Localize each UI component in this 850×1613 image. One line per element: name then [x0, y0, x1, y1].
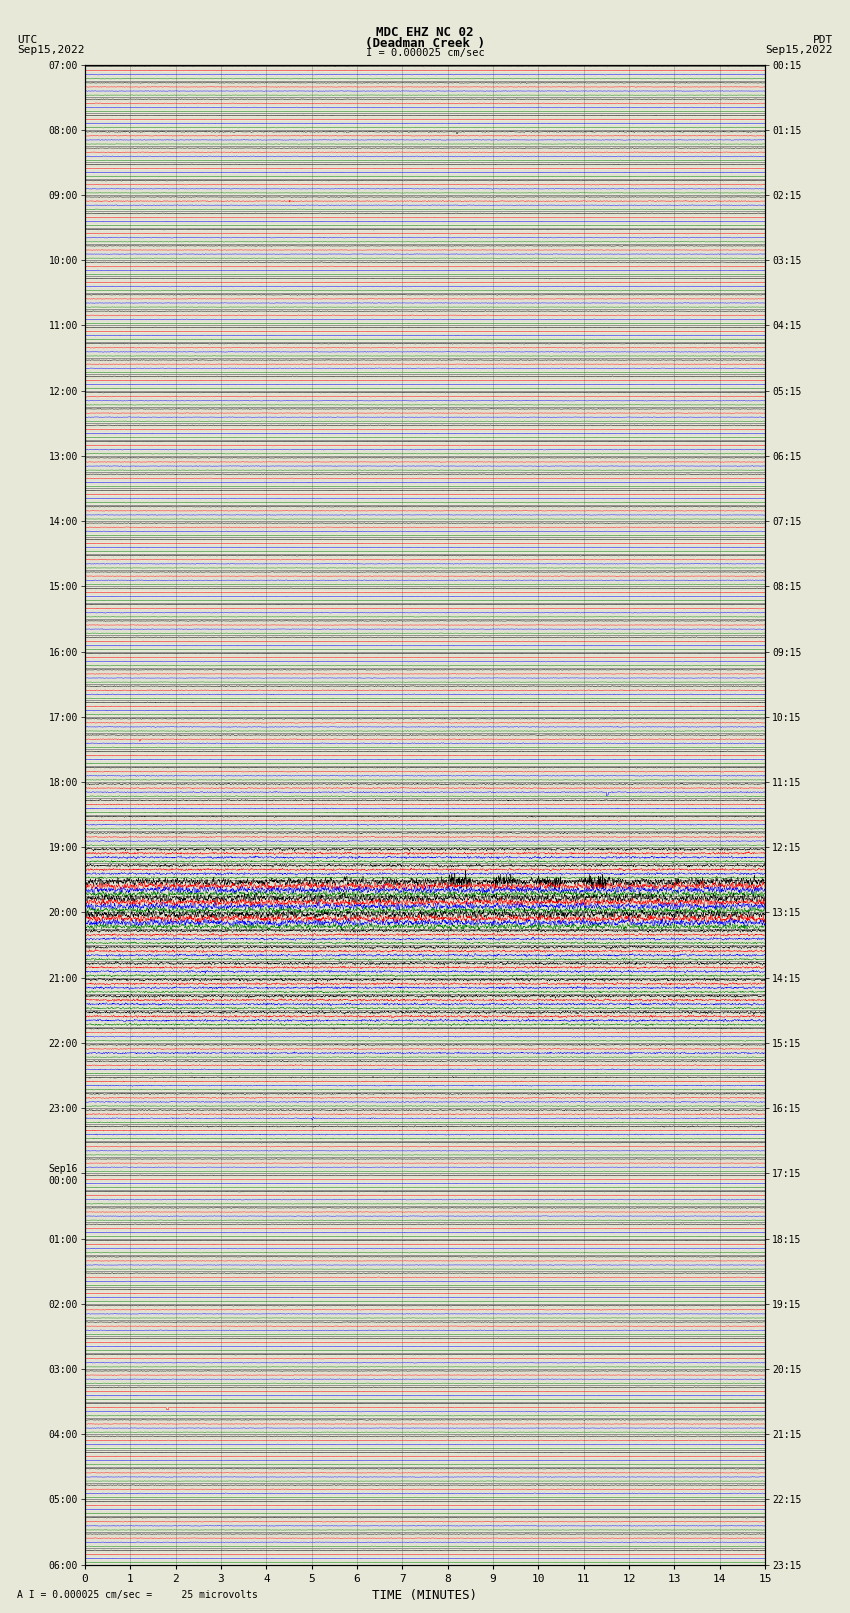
Text: I = 0.000025 cm/sec: I = 0.000025 cm/sec [366, 48, 484, 58]
Text: UTC: UTC [17, 35, 37, 45]
Text: MDC EHZ NC 02: MDC EHZ NC 02 [377, 26, 473, 39]
Text: PDT: PDT [813, 35, 833, 45]
Text: A I = 0.000025 cm/sec =     25 microvolts: A I = 0.000025 cm/sec = 25 microvolts [17, 1590, 258, 1600]
Text: (Deadman Creek ): (Deadman Creek ) [365, 37, 485, 50]
Text: Sep15,2022: Sep15,2022 [766, 45, 833, 55]
Text: Sep15,2022: Sep15,2022 [17, 45, 84, 55]
X-axis label: TIME (MINUTES): TIME (MINUTES) [372, 1589, 478, 1602]
